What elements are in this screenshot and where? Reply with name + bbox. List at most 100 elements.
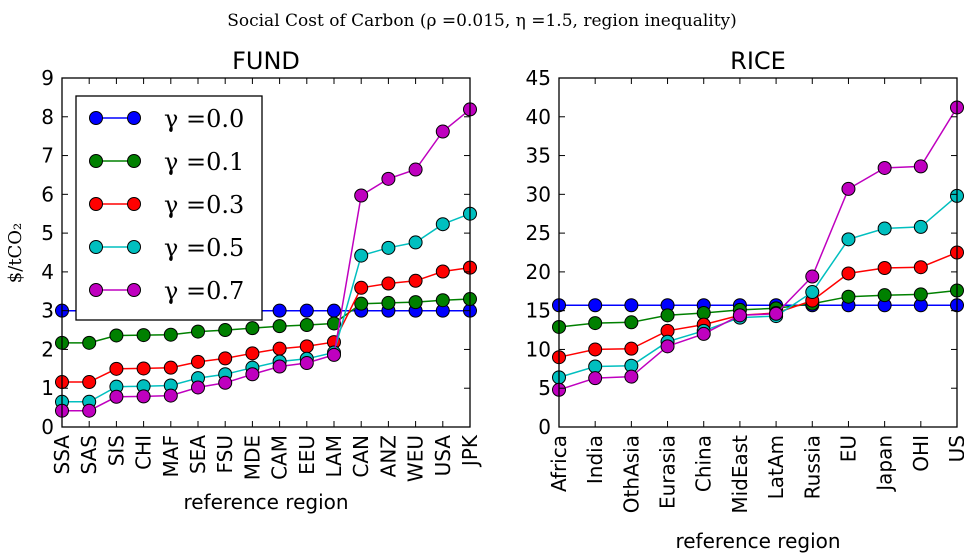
data-point [272,319,287,334]
data-point [841,289,856,304]
legend-marker [127,111,141,125]
legend-marker [127,197,141,211]
x-tick-label: MAF [159,435,183,477]
data-point [82,375,97,390]
x-tick-label: LAM [322,435,346,478]
data-point [272,303,287,318]
data-point [841,181,856,196]
x-tick-label: CAN [349,435,373,478]
x-tick-label: Russia [800,435,824,499]
data-point [913,219,928,234]
data-point [913,260,928,275]
series-line-1 [558,289,958,328]
y-tick-label: 6 [41,182,54,206]
panel-title: RICE [730,47,786,75]
data-point [435,217,450,232]
data-point [588,316,603,331]
x-tick-label: SEA [186,435,210,474]
y-axis-label: $/tCO₂ [5,223,26,284]
data-point [435,124,450,139]
data-point [381,295,396,310]
x-tick-label: CHI [132,435,156,470]
series-line-1 [62,298,471,344]
data-point [245,346,260,361]
data-point [624,341,639,356]
panel-title: FUND [232,47,300,75]
data-point [109,389,124,404]
legend-label: γ =0.7 [164,277,244,305]
series-line-4 [62,108,471,412]
data-point [381,276,396,291]
data-point [624,315,639,330]
data-point [218,375,233,390]
y-tick-label: 30 [526,182,551,206]
legend-label: γ =0.3 [164,191,244,219]
y-tick-label: 4 [41,260,54,284]
x-tick-label: FSU [213,435,237,474]
data-point [435,264,450,279]
legend-marker [89,197,103,211]
x-tick-label: India [583,435,607,484]
data-point [327,316,341,331]
y-tick-label: 35 [526,144,551,168]
data-point [163,360,178,375]
x-tick-label: USA [431,435,455,477]
x-axis-label: reference region [675,529,840,553]
plot-frame [61,77,471,428]
data-point [136,389,151,404]
legend-marker [89,111,103,125]
data-point [354,248,369,263]
legend-label: γ =0.1 [164,148,244,176]
data-point [191,380,205,395]
series-line-2 [62,266,471,383]
data-point [82,403,97,418]
legend-box [75,95,263,321]
data-point [588,298,603,313]
data-point [191,324,205,339]
x-tick-label: Africa [547,435,571,492]
legend-marker [127,240,141,254]
data-point [218,351,233,366]
data-point [732,308,747,323]
data-point [82,335,97,350]
data-point [299,339,314,354]
x-tick-label: WEU [404,435,428,482]
x-tick-label: China [692,435,716,492]
data-point [408,235,423,250]
y-tick-label: 20 [526,260,551,284]
data-point [327,347,341,362]
y-tick-label: 3 [41,299,54,323]
data-point [877,288,892,303]
data-point [299,318,314,333]
x-tick-label: JPK [458,434,482,468]
x-tick-label: Eurasia [656,435,680,509]
data-point [381,171,396,186]
x-axis-label: reference region [183,490,348,514]
y-tick-label: 2 [41,337,54,361]
data-point [109,361,124,376]
x-tick-label: OHI [909,435,933,472]
legend-label: γ =0.5 [164,234,244,262]
legend-marker [89,283,103,297]
data-point [272,341,287,356]
x-tick-label: US [945,435,964,462]
y-tick-label: 0 [41,415,54,439]
x-tick-label: LatAm [764,435,788,499]
y-tick-label: 10 [526,337,551,361]
series-line-3 [558,195,958,379]
data-point [163,327,178,342]
data-point [913,287,928,302]
x-tick-label: OthAsia [619,435,643,513]
data-point [327,303,341,318]
data-point [408,162,423,177]
data-point [191,354,205,369]
data-point [136,328,151,343]
x-tick-label: Japan [873,435,897,493]
y-tick-label: 8 [41,105,54,129]
legend-marker [127,283,141,297]
data-point [218,323,233,338]
series-line-3 [62,213,471,403]
x-tick-label: MDE [240,435,264,480]
data-point [408,273,423,288]
